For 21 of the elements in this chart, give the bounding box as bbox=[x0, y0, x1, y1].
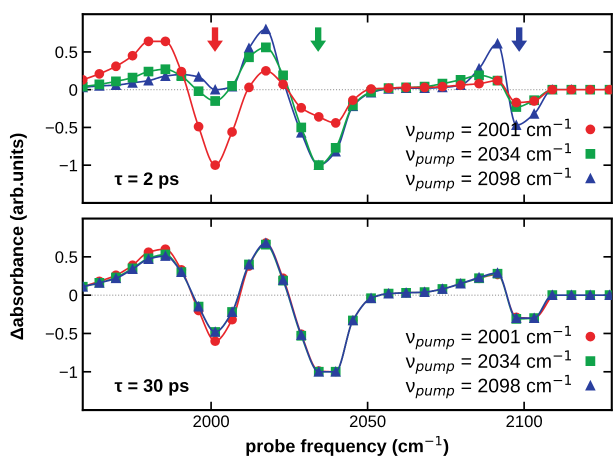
y-tick-label: −0.5 bbox=[46, 122, 78, 134]
legend-label: ν$_{pump}$ = 2034 cm$^{−1}$ bbox=[406, 143, 571, 167]
x-tick-label: 2100 bbox=[506, 415, 542, 428]
y-tick-label: −0.5 bbox=[46, 328, 78, 340]
y-tick-label: 0 bbox=[69, 84, 78, 96]
y-tick-label: 0.5 bbox=[55, 46, 78, 58]
y-tick-label: 0 bbox=[69, 290, 78, 302]
y-axis-title: Δabsorbance (arb.units) bbox=[10, 134, 27, 340]
legend-label: ν$_{pump}$ = 2098 cm$^{−1}$ bbox=[406, 168, 571, 192]
annotation: τ = 30 ps bbox=[114, 379, 189, 396]
x-tick-label: 2050 bbox=[350, 415, 386, 428]
y-tick-label: 0.5 bbox=[55, 251, 78, 264]
x-tick-label: 2000 bbox=[193, 415, 229, 428]
annotation: τ = 2 ps bbox=[114, 172, 179, 189]
legend-label: ν$_{pump}$ = 2001 cm$^{−1}$ bbox=[406, 118, 571, 142]
x-axis-title: probe frequency (cm$^{−1}$) bbox=[246, 436, 448, 456]
y-tick-label: −1 bbox=[60, 160, 78, 172]
legend-label: ν$_{pump}$ = 2001 cm$^{−1}$ bbox=[406, 326, 571, 350]
legend-label: ν$_{pump}$ = 2034 cm$^{−1}$ bbox=[406, 350, 571, 374]
y-tick-label: −1 bbox=[60, 366, 78, 378]
legend-label: ν$_{pump}$ = 2098 cm$^{−1}$ bbox=[406, 374, 571, 398]
